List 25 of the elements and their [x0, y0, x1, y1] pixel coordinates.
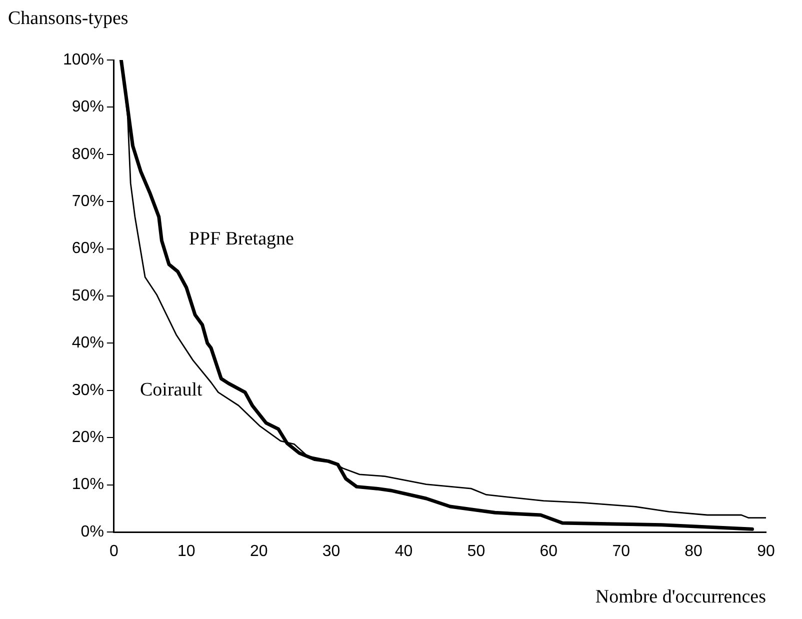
y-tick-label: 10% — [72, 476, 104, 494]
y-tick-label: 70% — [72, 193, 104, 210]
x-tick-label: 90 — [757, 543, 775, 560]
x-tick-label: 80 — [684, 543, 703, 560]
y-tick-label: 50% — [72, 287, 104, 304]
y-tick-label: 30% — [72, 382, 104, 399]
y-tick-label: 90% — [72, 98, 104, 116]
x-tick-label: 60 — [540, 543, 558, 560]
x-tick-label: 70 — [612, 543, 630, 560]
y-tick-label: 0% — [80, 523, 104, 540]
series-label: PPF Bretagne — [188, 228, 294, 250]
x-axis-title: Nombre d'occurrences — [595, 586, 766, 608]
y-tick-label: 80% — [72, 146, 104, 163]
y-tick-label: 20% — [72, 429, 104, 446]
y-tick-label: 40% — [72, 334, 104, 352]
x-tick-label: 10 — [177, 543, 196, 560]
x-tick-label: 20 — [250, 543, 268, 560]
y-axis-title: Chansons-types — [8, 8, 128, 30]
y-tick-label: 60% — [72, 240, 104, 258]
x-tick-label: 50 — [467, 543, 486, 560]
y-tick-label: 100% — [63, 51, 104, 68]
series-label: Coirault — [140, 379, 203, 400]
x-tick-label: 0 — [109, 543, 118, 560]
x-tick-label: 40 — [394, 543, 413, 560]
x-tick-label: 30 — [322, 543, 340, 560]
